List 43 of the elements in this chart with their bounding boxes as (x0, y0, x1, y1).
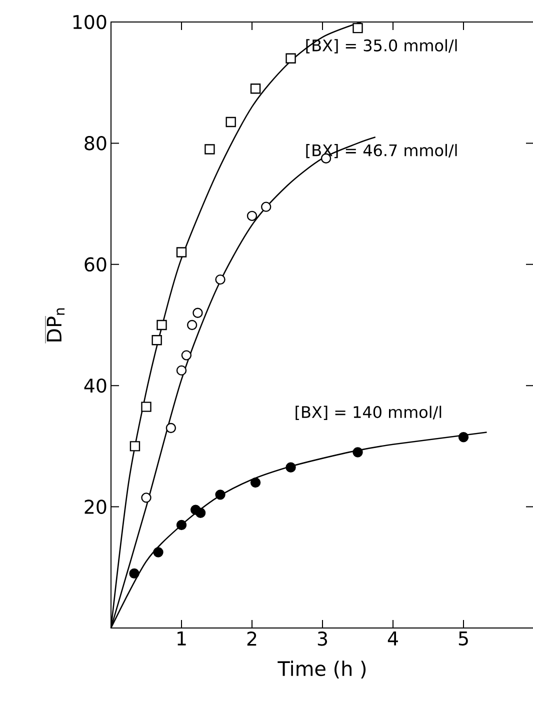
x-tick-label: 4 (388, 632, 398, 646)
annotation: [BX] = 35.0 mmol/l (306, 39, 457, 54)
point (261, 202, 272, 212)
point (152, 335, 162, 346)
y-tick-label: 40 (84, 378, 106, 393)
point (129, 568, 140, 579)
point (250, 84, 261, 94)
annotation: [BX] = 46.7 mmol/l (306, 144, 457, 158)
point (141, 492, 152, 503)
point (156, 320, 167, 330)
y-tick-label: 20 (84, 500, 106, 514)
point (246, 210, 258, 222)
x-tick-label: 2 (247, 632, 256, 646)
point (286, 462, 296, 473)
point (352, 22, 363, 34)
point (192, 308, 203, 318)
point (215, 490, 226, 500)
y-tick-label: 80 (84, 136, 106, 150)
y-axis-title: $\overline{\mathrm{DP}}_{\mathrm{n}}$ (45, 308, 65, 344)
point (181, 350, 192, 360)
point (130, 441, 140, 452)
point (215, 274, 226, 285)
point (195, 508, 206, 518)
point (458, 432, 469, 442)
point (141, 402, 152, 412)
point (176, 520, 187, 530)
x-axis-title: Time (h ) (278, 660, 366, 678)
x-tick-label: 5 (458, 632, 468, 646)
point (204, 144, 215, 154)
annotation: [BX] = 140 mmol/l (296, 406, 442, 420)
x-tick-label: 3 (318, 632, 328, 646)
point (186, 320, 198, 330)
x-tick-label: 1 (178, 632, 186, 646)
point (153, 547, 164, 558)
point (226, 116, 236, 128)
point (166, 422, 176, 434)
point (352, 447, 363, 458)
point (176, 247, 187, 258)
point (176, 365, 187, 376)
y-tick-label: 60 (84, 257, 106, 272)
point (250, 477, 261, 488)
point (286, 53, 296, 64)
y-tick-label: 100 (73, 14, 106, 30)
